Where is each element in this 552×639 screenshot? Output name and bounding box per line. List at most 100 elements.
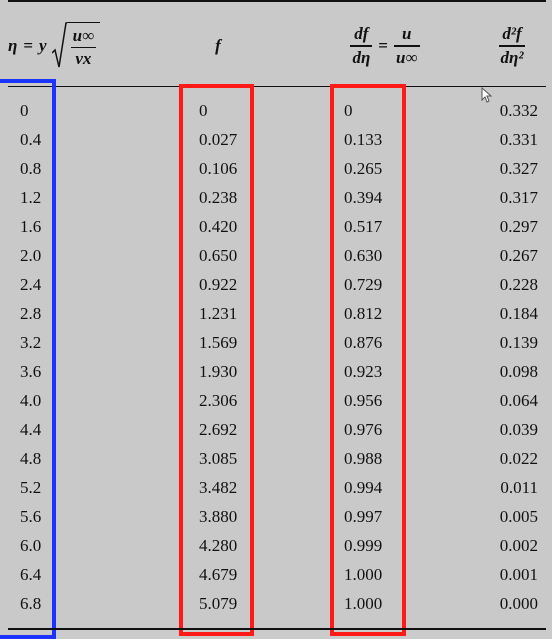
table-row: 6.0 4.280 0.999 0.002 (0, 531, 552, 560)
eta-y: y (39, 36, 47, 55)
df-equals: = (378, 36, 388, 55)
d2f-cell: 0.001 (499, 564, 538, 584)
df-numerator: df (354, 24, 369, 44)
f-cell: 0.106 (199, 158, 238, 178)
df-fraction-bar (350, 45, 373, 47)
df-deta-cell: 1.000 (344, 564, 383, 584)
eta-cell: 6.4 (20, 564, 42, 584)
f-cell: 2.692 (199, 419, 238, 439)
f-column-highlight-box (179, 84, 254, 636)
f-cell: 0.420 (199, 216, 238, 236)
f-cell: 1.569 (199, 332, 238, 352)
df-deta-cell: 0.394 (344, 187, 383, 207)
d2f-cell: 0.297 (499, 216, 538, 236)
df-deta-column-highlight-box (330, 84, 406, 636)
df-deta-cell: 0.265 (344, 158, 383, 178)
table-row: 4.8 3.085 0.988 0.022 (0, 444, 552, 473)
eta-cell: 6.8 (20, 593, 42, 613)
eta-cell: 1.2 (20, 187, 42, 207)
d2f-cell: 0.011 (500, 477, 538, 497)
f-cell: 1.231 (199, 303, 238, 323)
u-fraction-bar (393, 45, 420, 47)
f-cell: 5.079 (199, 593, 238, 613)
d2f-fraction: d²f dη² (498, 24, 526, 67)
f-column-header: f (180, 8, 256, 84)
eta-cell: 4.8 (20, 448, 42, 468)
sqrt-expression: u∞ νx (51, 22, 101, 70)
d2f-cell: 0.022 (499, 448, 538, 468)
d2f-cell: 0.005 (499, 506, 538, 526)
d2f-cell: 0.184 (499, 303, 538, 323)
table-row: 3.2 1.569 0.876 0.139 (0, 328, 552, 357)
d2f-cell: 0.002 (499, 535, 538, 555)
header-divider (8, 86, 546, 87)
table-row: 0 0 0 0.332 (0, 96, 552, 125)
sqrt-denominator: νx (75, 49, 92, 69)
eta-cell: 0.4 (20, 129, 42, 149)
eta-cell: 1.6 (20, 216, 42, 236)
f-cell: 0.650 (199, 245, 238, 265)
data-table: 0 0 0 0.332 0.4 0.027 0.133 0.331 0.8 0.… (0, 96, 552, 621)
d2f-denominator: dη² (500, 47, 524, 67)
df-deta-cell: 0.988 (344, 448, 383, 468)
d2f-cell: 0.331 (499, 129, 538, 149)
df-deta-cell: 0 (344, 100, 353, 120)
eta-cell: 5.6 (20, 506, 42, 526)
d2f-cell: 0.327 (499, 158, 538, 178)
eta-symbol: η (8, 36, 18, 55)
d2f-cell: 0.098 (499, 361, 538, 381)
d2f-column-header: d²f dη² (472, 8, 552, 84)
df-deta-cell: 0.517 (344, 216, 383, 236)
sqrt-fraction: u∞ νx (66, 22, 101, 70)
d2f-cell: 0.317 (499, 187, 538, 207)
table-row: 5.2 3.482 0.994 0.011 (0, 473, 552, 502)
sqrt-icon (51, 22, 67, 70)
f-header-label: f (215, 36, 221, 55)
table-row: 5.6 3.880 0.997 0.005 (0, 502, 552, 531)
eta-header-expression: η = y u∞ νx (8, 22, 101, 70)
f-cell: 0.238 (199, 187, 238, 207)
df-deta-column-header: df dη = u u∞ (330, 8, 440, 84)
df-deta-fraction: df dη (350, 24, 373, 67)
u-numerator: u (402, 24, 412, 44)
eta-cell: 3.6 (20, 361, 42, 381)
f-cell: 3.085 (199, 448, 238, 468)
df-deta-cell: 0.997 (344, 506, 383, 526)
eta-cell: 2.0 (20, 245, 42, 265)
bottom-rule (8, 628, 546, 630)
d2f-fraction-bar (498, 45, 526, 47)
f-cell: 1.930 (199, 361, 238, 381)
df-deta-cell: 0.976 (344, 419, 383, 439)
eta-cell: 4.0 (20, 390, 42, 410)
f-cell: 0 (199, 100, 208, 120)
table-row: 2.4 0.922 0.729 0.228 (0, 270, 552, 299)
eta-cell: 3.2 (20, 332, 42, 352)
f-cell: 3.482 (199, 477, 238, 497)
uinf-denominator: u∞ (395, 47, 418, 67)
table-row: 2.0 0.650 0.630 0.267 (0, 241, 552, 270)
f-cell: 0.027 (199, 129, 238, 149)
f-cell: 3.880 (199, 506, 238, 526)
deta-denominator: dη (352, 47, 371, 67)
table-row: 2.8 1.231 0.812 0.184 (0, 299, 552, 328)
d2f-cell: 0.139 (499, 332, 538, 352)
table-row: 0.4 0.027 0.133 0.331 (0, 125, 552, 154)
table-row: 0.8 0.106 0.265 0.327 (0, 154, 552, 183)
eta-column-highlight-box (0, 79, 56, 639)
d2f-cell: 0.228 (499, 274, 538, 294)
eta-cell: 0 (20, 100, 29, 120)
eta-equals: = (23, 36, 34, 55)
eta-cell: 2.4 (20, 274, 42, 294)
df-deta-cell: 0.630 (344, 245, 383, 265)
top-rule (8, 0, 546, 2)
table-row: 4.4 2.692 0.976 0.039 (0, 415, 552, 444)
table-row: 3.6 1.930 0.923 0.098 (0, 357, 552, 386)
df-deta-cell: 0.923 (344, 361, 383, 381)
df-deta-cell: 1.000 (344, 593, 383, 613)
f-cell: 2.306 (199, 390, 238, 410)
d2f-numerator: d²f (502, 24, 522, 44)
u-uinf-fraction: u u∞ (393, 24, 420, 67)
f-cell: 4.280 (199, 535, 238, 555)
sqrt-numerator: u∞ (72, 25, 95, 45)
